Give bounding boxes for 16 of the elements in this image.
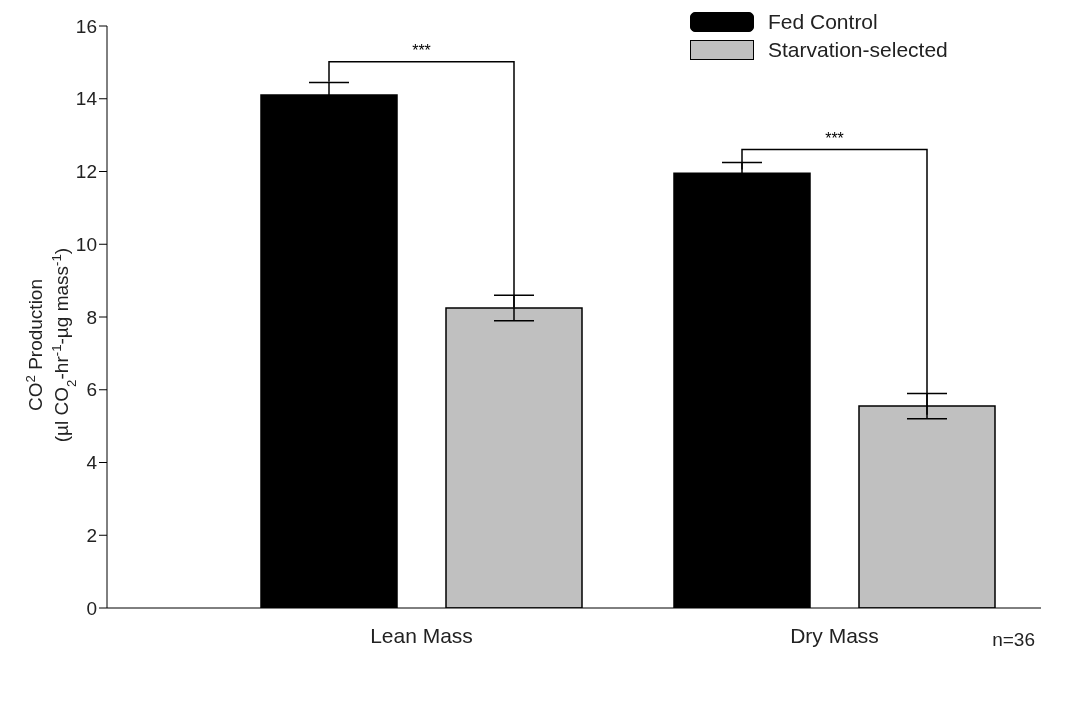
- y-tick-label: 6: [86, 379, 97, 401]
- text: n=36: [992, 629, 1035, 650]
- y-tick-label: 14: [75, 88, 98, 110]
- y-tick-label: 0: [86, 597, 97, 619]
- y-tick-label: 12: [75, 161, 97, 183]
- annotation: ***: [412, 41, 431, 59]
- annotation: ***: [825, 129, 844, 147]
- y-tick-label: 8: [86, 306, 97, 328]
- y-tick-label: 10: [75, 233, 97, 255]
- y-tick-label: 16: [75, 15, 97, 37]
- legend-label: Starvation-selected: [768, 38, 948, 62]
- x-tick-label: Lean Mass: [370, 623, 473, 647]
- y-tick-label: 4: [86, 452, 98, 474]
- x-tick-label: Dry Mass: [790, 623, 879, 647]
- legend-label: Fed Control: [768, 10, 878, 34]
- y-tick-label: 2: [86, 524, 97, 546]
